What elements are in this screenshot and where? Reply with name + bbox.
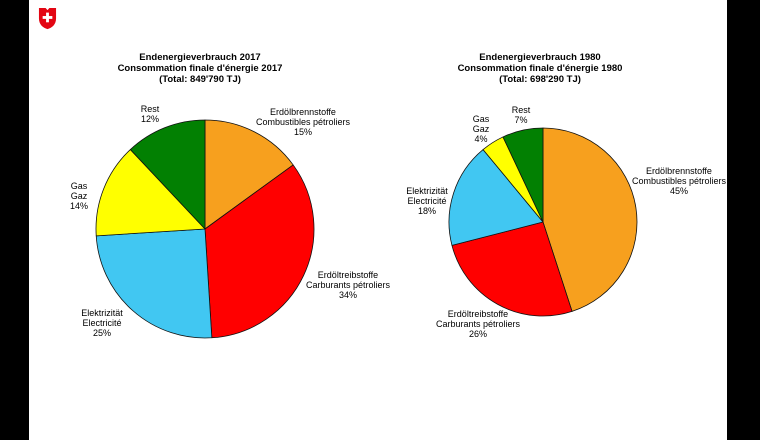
pie-slice-4 bbox=[502, 127, 544, 223]
pie2-title-line2: Consommation finale d'énergie 1980 bbox=[457, 63, 623, 74]
label-line-fr: Carburants pétroliers bbox=[305, 280, 391, 290]
swiss-coat-of-arms-logo bbox=[38, 8, 57, 30]
pie1-title-line1: Endenergieverbrauch 2017 bbox=[139, 52, 261, 63]
label-line-de: Erdöltreibstoffe bbox=[317, 270, 379, 280]
label-line-de: Rest bbox=[140, 104, 160, 114]
pie-slice-4 bbox=[129, 119, 206, 230]
white-cross-icon bbox=[42, 12, 53, 23]
label-line-de: Erdöltreibstoffe bbox=[447, 309, 509, 319]
label-line-pct: 7% bbox=[514, 115, 528, 125]
label-line-de: Erdölbrennstoffe bbox=[646, 166, 712, 176]
pie-chart-1980 bbox=[448, 127, 638, 317]
label-line-fr: Gaz bbox=[70, 191, 88, 201]
label-line-de: Elektrizität bbox=[406, 186, 448, 196]
pie-slice-3 bbox=[95, 149, 206, 237]
pie2-title-line3: (Total: 698'290 TJ) bbox=[499, 74, 581, 85]
label-line-pct: 18% bbox=[417, 206, 437, 216]
label-line-pct: 15% bbox=[293, 127, 313, 137]
pie2-title: Endenergieverbrauch 1980 Consommation fi… bbox=[458, 52, 623, 85]
pie2-label-gas: Gas Gaz 4% bbox=[473, 114, 490, 144]
label-line-pct: 4% bbox=[474, 134, 488, 144]
pie1-label-elektrizitaet: Elektrizität Electricité 25% bbox=[81, 308, 123, 338]
label-line-de: Elektrizität bbox=[81, 308, 123, 318]
pie2-label-erdoelbrennstoffe: Erdölbrennstoffe Combustibles pétroliers… bbox=[632, 166, 726, 196]
pie1-label-erdoelbrennstoffe: Erdölbrennstoffe Combustibles pétroliers… bbox=[256, 107, 350, 137]
label-line-pct: 26% bbox=[468, 329, 488, 339]
label-line-pct: 25% bbox=[92, 328, 112, 338]
label-line-pct: 14% bbox=[69, 201, 89, 211]
label-line-fr: Carburants pétroliers bbox=[435, 319, 521, 329]
letterbox-left bbox=[0, 0, 29, 440]
pie-slice-2 bbox=[448, 149, 544, 246]
label-line-de: Gas bbox=[70, 181, 88, 191]
label-line-fr: Gaz bbox=[472, 124, 490, 134]
pie1-label-rest: Rest 12% bbox=[141, 104, 160, 124]
pie2-title-line1: Endenergieverbrauch 1980 bbox=[479, 52, 601, 63]
pie1-label-erdoeltreibstoffe: Erdöltreibstoffe Carburants pétroliers 3… bbox=[306, 270, 390, 300]
pie1-title-line2: Consommation finale d'énergie 2017 bbox=[117, 63, 283, 74]
label-line-pct: 45% bbox=[669, 186, 689, 196]
letterbox-right bbox=[727, 0, 760, 440]
pie-slice-1 bbox=[451, 221, 573, 317]
pie-slice-1 bbox=[204, 164, 315, 339]
pie1-title: Endenergieverbrauch 2017 Consommation fi… bbox=[118, 52, 283, 85]
label-line-fr: Electricité bbox=[82, 318, 122, 328]
label-line-de: Gas bbox=[472, 114, 490, 124]
label-line-de: Erdölbrennstoffe bbox=[270, 107, 336, 117]
label-line-fr: Combustibles pétroliers bbox=[631, 176, 727, 186]
pie1-title-line3: (Total: 849'790 TJ) bbox=[159, 74, 241, 85]
pie2-label-rest: Rest 7% bbox=[512, 105, 531, 125]
label-line-fr: Combustibles pétroliers bbox=[255, 117, 351, 127]
label-line-pct: 12% bbox=[140, 114, 160, 124]
label-line-fr: Electricité bbox=[407, 196, 447, 206]
label-line-de: Rest bbox=[511, 105, 531, 115]
pie2-label-erdoeltreibstoffe: Erdöltreibstoffe Carburants pétroliers 2… bbox=[436, 309, 520, 339]
pie-slice-0 bbox=[542, 127, 638, 312]
label-line-pct: 34% bbox=[338, 290, 358, 300]
pie-slice-2 bbox=[95, 228, 213, 339]
pie2-label-elektrizitaet: Elektrizität Electricité 18% bbox=[406, 186, 448, 216]
pie1-label-gas: Gas Gaz 14% bbox=[70, 181, 88, 211]
pie-chart-2017 bbox=[95, 119, 315, 339]
pie-slice-0 bbox=[204, 119, 294, 230]
